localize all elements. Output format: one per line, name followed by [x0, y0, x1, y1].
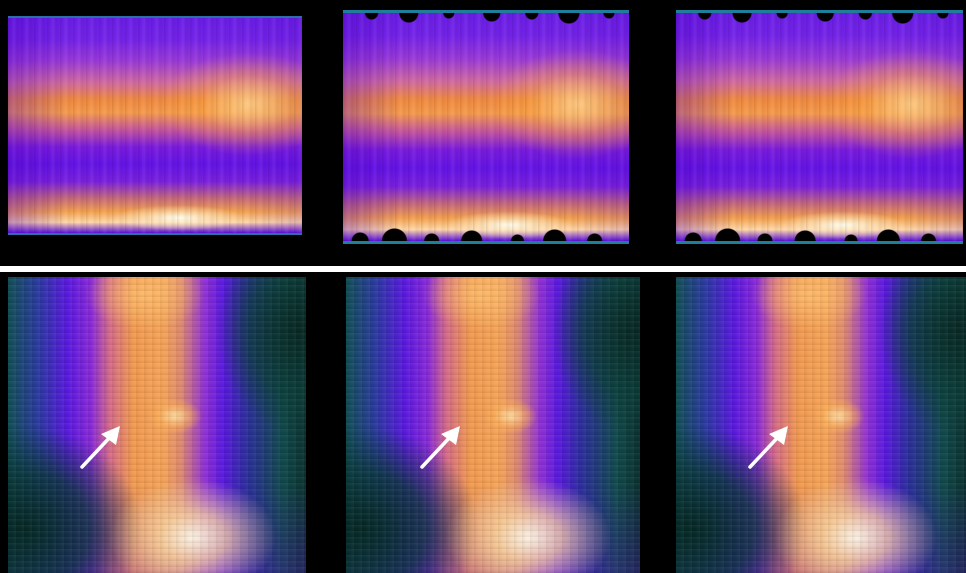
strip-texture	[8, 18, 302, 233]
strip-texture	[343, 13, 629, 241]
strip-texture	[676, 13, 963, 241]
strip-ragged-bottom-edge	[676, 225, 963, 241]
scan-texture	[676, 277, 966, 573]
arrow-icon	[746, 423, 792, 471]
row-divider	[0, 266, 966, 272]
strip-ragged-top-edge	[343, 13, 629, 29]
vertebra-scan-left	[8, 277, 306, 573]
scan-texture	[8, 277, 306, 573]
heatmap-strip-left	[8, 16, 302, 235]
vertebra-scan-middle	[346, 277, 640, 573]
strip-ragged-bottom-edge	[343, 225, 629, 241]
strip-ragged-top-edge	[676, 13, 963, 29]
arrow-icon	[78, 423, 124, 471]
scan-texture	[346, 277, 640, 573]
vertebra-scan-right	[676, 277, 966, 573]
arrow-icon	[418, 423, 464, 471]
heatmap-strip-middle	[343, 10, 629, 244]
heatmap-strip-right	[676, 10, 963, 244]
